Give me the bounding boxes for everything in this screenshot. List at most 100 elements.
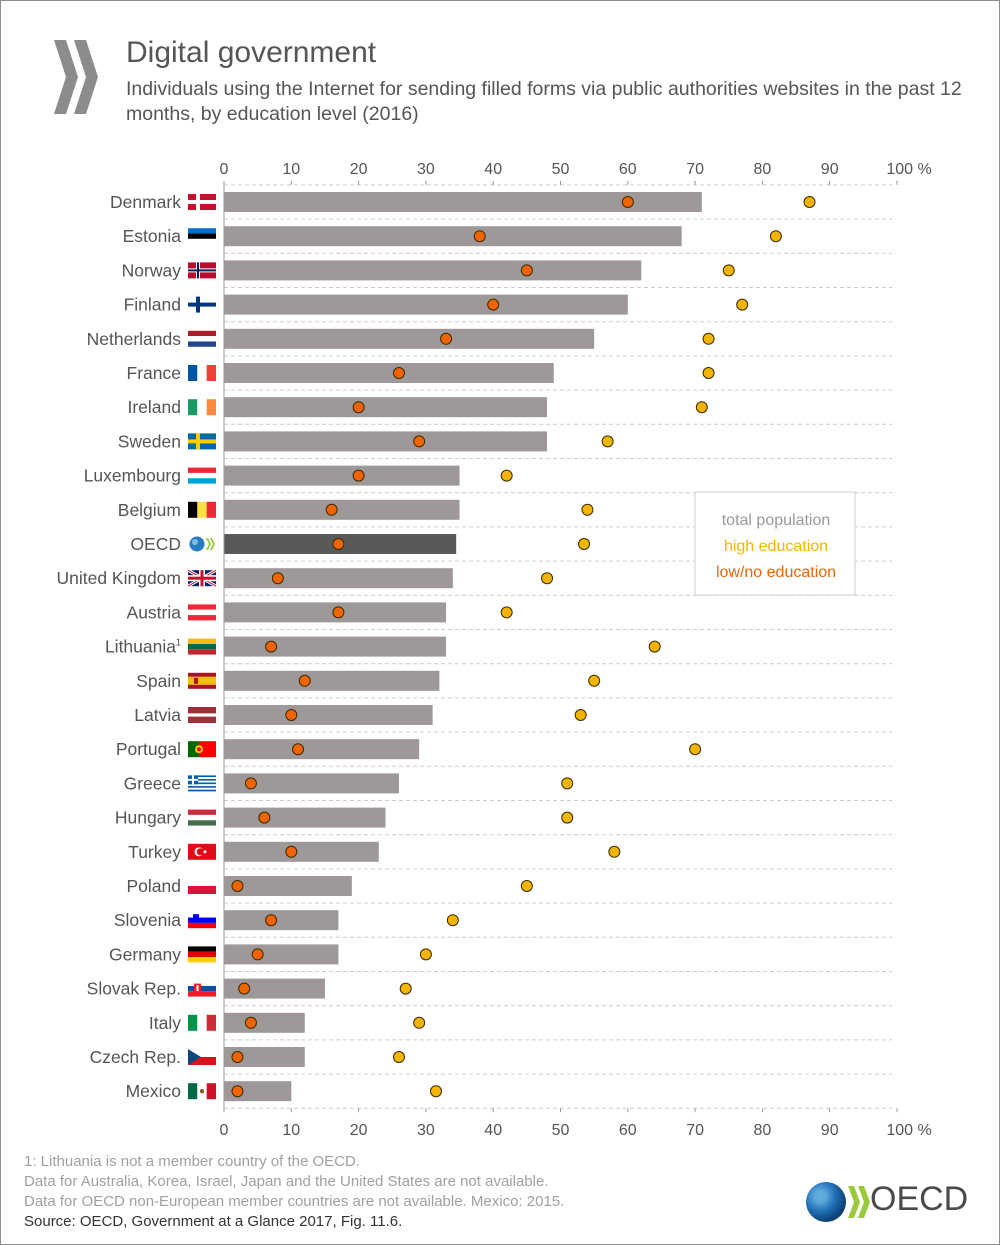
bar-denmark bbox=[224, 192, 702, 212]
france-flag-icon bbox=[188, 365, 216, 381]
footer-notes: 1: Lithuania is not a member country of … bbox=[24, 1152, 564, 1232]
flag-part bbox=[196, 848, 204, 856]
flag-part bbox=[192, 539, 198, 545]
bar-slovenia bbox=[224, 910, 339, 931]
bar-germany bbox=[224, 944, 339, 965]
marker-high-education bbox=[561, 777, 574, 790]
x-tick-label-top: 50 bbox=[552, 161, 570, 178]
flag-part bbox=[188, 1049, 201, 1065]
marker-low-education bbox=[520, 264, 533, 277]
flag-part bbox=[188, 676, 216, 681]
category-label: Denmark bbox=[110, 192, 181, 212]
category-label: Finland bbox=[124, 295, 181, 315]
category-label: Slovak Rep. bbox=[87, 979, 181, 999]
category-label: Greece bbox=[124, 773, 181, 793]
marker-high-education bbox=[722, 264, 735, 277]
category-label: Italy bbox=[149, 1013, 181, 1033]
marker-high-education bbox=[769, 230, 782, 243]
turkey-flag-icon bbox=[188, 843, 216, 860]
flag-part bbox=[188, 946, 216, 952]
x-tick-label-bottom: 100 % bbox=[886, 1122, 931, 1139]
flag-part bbox=[196, 985, 199, 992]
category-label: Lithuania bbox=[105, 637, 176, 657]
marker-high-education bbox=[561, 811, 574, 824]
x-tick-label-top: 80 bbox=[754, 161, 772, 178]
bar-lithuania bbox=[224, 636, 447, 657]
marker-low-education bbox=[285, 845, 298, 858]
marker-high-education bbox=[413, 1016, 426, 1029]
flag-part bbox=[188, 886, 216, 894]
flag-part bbox=[188, 615, 216, 621]
bar-italy bbox=[224, 1012, 305, 1033]
bar-estonia bbox=[224, 226, 682, 247]
category-label: Belgium bbox=[118, 500, 181, 520]
flag-part bbox=[188, 399, 198, 416]
flag-part bbox=[203, 850, 207, 854]
category-label: Luxembourg bbox=[84, 466, 181, 486]
flag-part bbox=[197, 1014, 207, 1031]
bar-czech-rep- bbox=[224, 1047, 305, 1067]
italy-flag-icon bbox=[188, 1014, 216, 1031]
category-label: Sweden bbox=[118, 431, 181, 451]
bar-belgium bbox=[224, 499, 460, 520]
flag-part bbox=[188, 912, 216, 918]
marker-low-education bbox=[487, 298, 500, 311]
flag-part bbox=[188, 787, 216, 790]
flag-part bbox=[188, 782, 216, 785]
flag-part bbox=[188, 820, 216, 826]
bar-turkey bbox=[224, 841, 379, 862]
latvia-flag-icon bbox=[188, 707, 216, 723]
marker-low-education bbox=[251, 948, 264, 961]
netherlands-flag-icon bbox=[188, 330, 216, 347]
marker-high-education bbox=[689, 743, 702, 756]
flag-part bbox=[188, 341, 216, 347]
denmark-flag-icon bbox=[188, 194, 216, 210]
flag-part bbox=[188, 228, 216, 234]
bar-spain bbox=[224, 670, 440, 691]
oecd-logo-text: OECD bbox=[870, 1180, 969, 1218]
flag-part bbox=[199, 741, 216, 758]
category-label: Poland bbox=[127, 876, 182, 896]
x-tick-label-top: 30 bbox=[417, 161, 435, 178]
bar-poland bbox=[224, 876, 352, 896]
marker-high-education bbox=[608, 845, 621, 858]
x-tick-label-bottom: 50 bbox=[552, 1122, 570, 1139]
category-label: Latvia bbox=[134, 705, 181, 725]
flag-part bbox=[206, 501, 216, 518]
x-tick-label-bottom: 20 bbox=[350, 1122, 368, 1139]
finland-flag-icon bbox=[188, 296, 216, 313]
marker-low-education bbox=[413, 435, 426, 448]
portugal-flag-icon bbox=[188, 741, 216, 758]
flag-part bbox=[188, 238, 216, 245]
spain-flag-icon bbox=[188, 672, 216, 689]
category-label: Netherlands bbox=[87, 329, 182, 349]
flag-part bbox=[188, 501, 198, 518]
page-title: Digital government bbox=[126, 36, 377, 69]
flag-part bbox=[188, 1083, 198, 1100]
x-tick-label-bottom: 10 bbox=[282, 1122, 300, 1139]
belgium-flag-icon bbox=[188, 501, 216, 518]
germany-flag-icon bbox=[188, 946, 216, 963]
flag-part bbox=[188, 684, 216, 689]
footnote-3: Data for OECD non-European member countr… bbox=[24, 1193, 565, 1210]
marker-high-education bbox=[500, 469, 513, 482]
flag-part bbox=[188, 638, 216, 644]
flag-part bbox=[188, 1057, 216, 1065]
category-label: Portugal bbox=[116, 739, 181, 759]
flag-part bbox=[206, 1014, 216, 1031]
marker-low-education bbox=[473, 230, 486, 243]
bar-hungary bbox=[224, 807, 386, 828]
flag-part bbox=[188, 609, 216, 616]
category-label: Mexico bbox=[126, 1081, 181, 1101]
oecd-globe-icon bbox=[189, 536, 215, 552]
category-label: Estonia bbox=[123, 226, 182, 246]
flag-part bbox=[188, 778, 198, 781]
bar-slovak-rep- bbox=[224, 978, 325, 999]
bar-mexico bbox=[224, 1081, 292, 1102]
footnote-1: 1: Lithuania is not a member country of … bbox=[24, 1153, 360, 1170]
flag-part bbox=[197, 747, 201, 752]
flag-part bbox=[197, 365, 207, 381]
flag-part bbox=[206, 399, 216, 416]
x-tick-label-top: 60 bbox=[619, 161, 637, 178]
category-label: Hungary bbox=[115, 808, 181, 828]
